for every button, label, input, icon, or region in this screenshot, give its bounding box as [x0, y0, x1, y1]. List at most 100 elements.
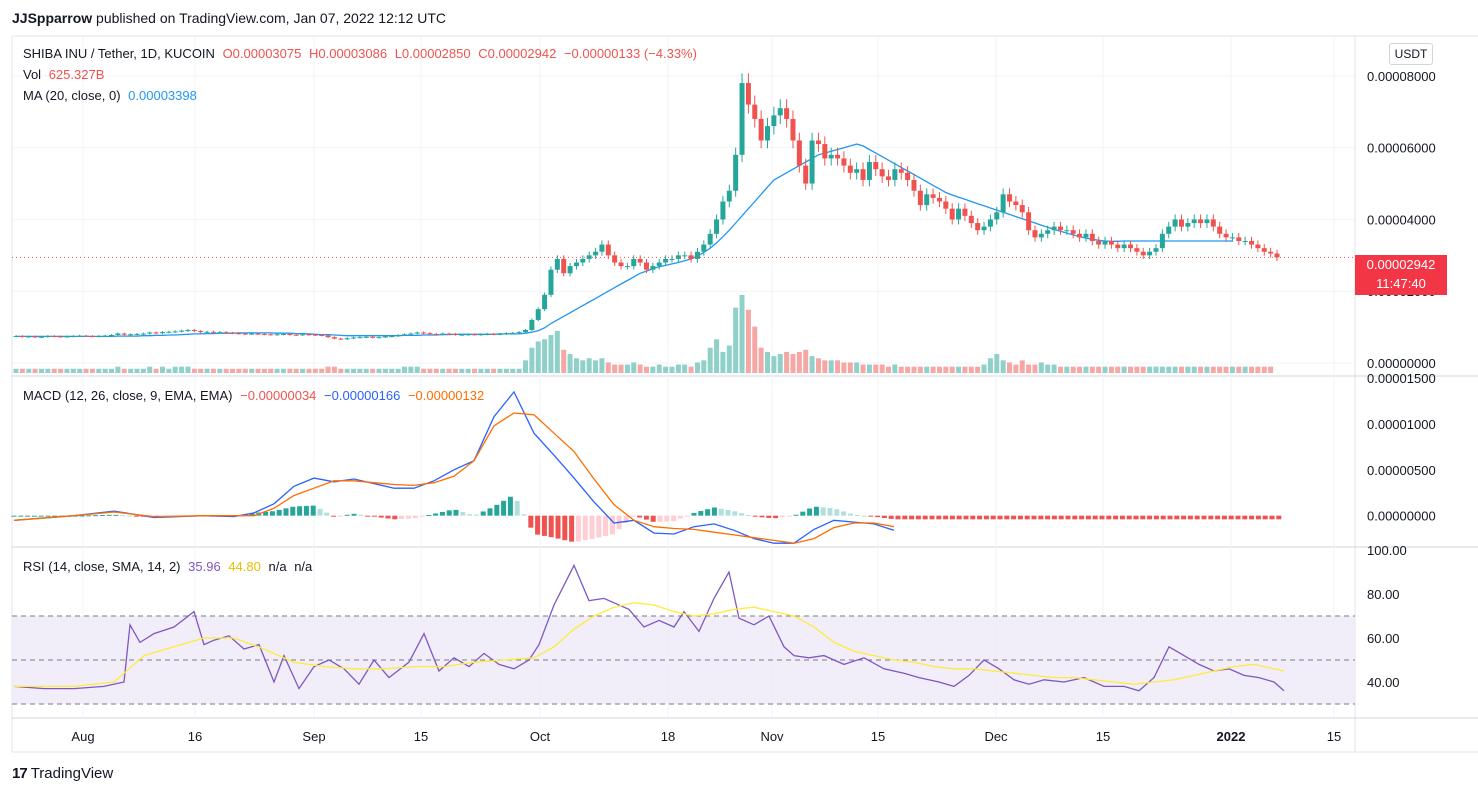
rsi-legend[interactable]: RSI (14, close, SMA, 14, 2) 35.96 44.80 … — [23, 559, 316, 574]
candle-body — [1172, 219, 1178, 227]
candle-body — [1134, 248, 1140, 252]
volume-legend[interactable]: Vol 625.327B — [23, 67, 108, 82]
macd-histogram-bar — [854, 515, 860, 517]
candle-body — [223, 332, 229, 334]
macd-histogram-bar — [1269, 515, 1275, 520]
macd-histogram-bar — [589, 515, 595, 539]
candle-body — [548, 269, 554, 295]
macd-histogram-bar — [1228, 515, 1234, 520]
volume-bar — [1159, 366, 1165, 373]
candle-body — [166, 331, 172, 333]
candle-body — [688, 255, 694, 259]
volume-bar — [650, 366, 656, 373]
macd-signal-line — [13, 412, 895, 544]
candle-body — [198, 331, 204, 333]
volume-bar — [854, 362, 860, 373]
macd-histogram-bar — [1242, 515, 1248, 520]
volume-bar — [1051, 364, 1057, 373]
macd-histogram-bar — [569, 515, 575, 542]
rsi-ma-line — [14, 602, 1285, 688]
candle-body — [331, 337, 337, 339]
candle-body — [1102, 240, 1108, 245]
macd-histogram-bar — [1167, 515, 1173, 520]
macd-histogram-bar — [331, 515, 337, 517]
macd-histogram-bar — [875, 515, 881, 518]
candle-body — [930, 194, 936, 198]
candle-body — [828, 154, 834, 159]
volume-bar — [828, 360, 834, 373]
candle-body — [1249, 240, 1255, 245]
time-axis-tick: 15 — [414, 729, 428, 744]
footer-brand[interactable]: 17 TradingView — [12, 765, 113, 782]
macd-histogram-bar — [1133, 515, 1139, 520]
candle-body — [637, 258, 643, 263]
macd-histogram-bar — [997, 515, 1003, 520]
volume-bar — [682, 364, 688, 373]
macd-histogram-bar — [677, 515, 683, 519]
volume-bar — [1217, 366, 1223, 373]
candle-body — [567, 266, 573, 274]
volume-bar — [172, 366, 178, 373]
macd-histogram-bar — [460, 512, 466, 516]
macd-histogram-bar — [698, 511, 704, 516]
macd-histogram-bar — [868, 515, 874, 517]
volume-bar — [274, 368, 280, 373]
macd-histogram-bar — [113, 514, 119, 516]
volume-bar — [917, 366, 923, 373]
macd-histogram-bar — [133, 515, 139, 517]
macd-histogram-bar — [705, 509, 711, 516]
macd-histogram-bar — [793, 514, 799, 516]
macd-histogram-bar — [1113, 515, 1119, 520]
macd-histogram-bar — [31, 515, 37, 517]
volume-bar — [637, 364, 643, 373]
volume-bar — [38, 368, 44, 373]
macd-histogram-bar — [609, 515, 615, 535]
candle-body — [370, 336, 376, 338]
currency-button[interactable]: USDT — [1389, 43, 1433, 65]
macd-histogram-bar — [38, 515, 44, 517]
rsi-axis-tick: 40.00 — [1367, 675, 1400, 690]
last-price-value: 0.00002942 — [1366, 257, 1436, 272]
volume-bar — [198, 368, 204, 373]
volume-bar — [1147, 366, 1153, 373]
candle-body — [83, 335, 89, 337]
candle-body — [293, 334, 299, 336]
volume-bar — [344, 368, 350, 373]
volume-bar — [580, 360, 586, 373]
macd-histogram-bar — [1099, 515, 1105, 520]
volume-bar — [796, 351, 802, 373]
candle-body — [472, 334, 478, 336]
macd-legend[interactable]: MACD (12, 26, close, 9, EMA, EMA) −0.000… — [23, 388, 488, 403]
candle-body — [1229, 237, 1235, 239]
candle-body — [325, 335, 331, 338]
candle-body — [758, 118, 764, 141]
macd-histogram-bar — [52, 515, 58, 517]
macd-histogram-bar — [18, 515, 24, 517]
candle-body — [242, 333, 248, 335]
candle-body — [1045, 230, 1051, 234]
macd-histogram-bar — [970, 515, 976, 520]
candle-body — [898, 169, 904, 173]
candle-body — [886, 176, 892, 180]
candle-body — [1236, 237, 1242, 241]
publisher-text: JJSpparrow published on TradingView.com,… — [12, 10, 446, 26]
candle-body — [102, 335, 108, 337]
publisher-name[interactable]: JJSpparrow — [12, 10, 93, 26]
candle-body — [89, 336, 95, 338]
candle-body — [510, 332, 516, 334]
chart-canvas[interactable]: 0.000080000.000060000.000040000.00002000… — [0, 0, 1478, 760]
low-value: L0.00002850 — [394, 46, 471, 61]
volume-bar — [45, 368, 51, 373]
candle-body — [675, 255, 681, 259]
macd-histogram-bar — [623, 515, 629, 523]
candle-body — [981, 226, 987, 231]
ma-legend[interactable]: MA (20, close, 0) 0.00003398 — [23, 88, 201, 103]
candle-body — [650, 266, 656, 270]
symbol-label[interactable]: SHIBA INU / Tether, 1D, KUCOIN — [23, 46, 215, 61]
volume-bar — [1166, 366, 1172, 373]
volume-bar — [319, 368, 325, 373]
macd-histogram-bar — [759, 515, 765, 518]
volume-bar — [153, 368, 159, 373]
volume-bar — [1172, 366, 1178, 373]
candle-body — [1255, 244, 1261, 249]
